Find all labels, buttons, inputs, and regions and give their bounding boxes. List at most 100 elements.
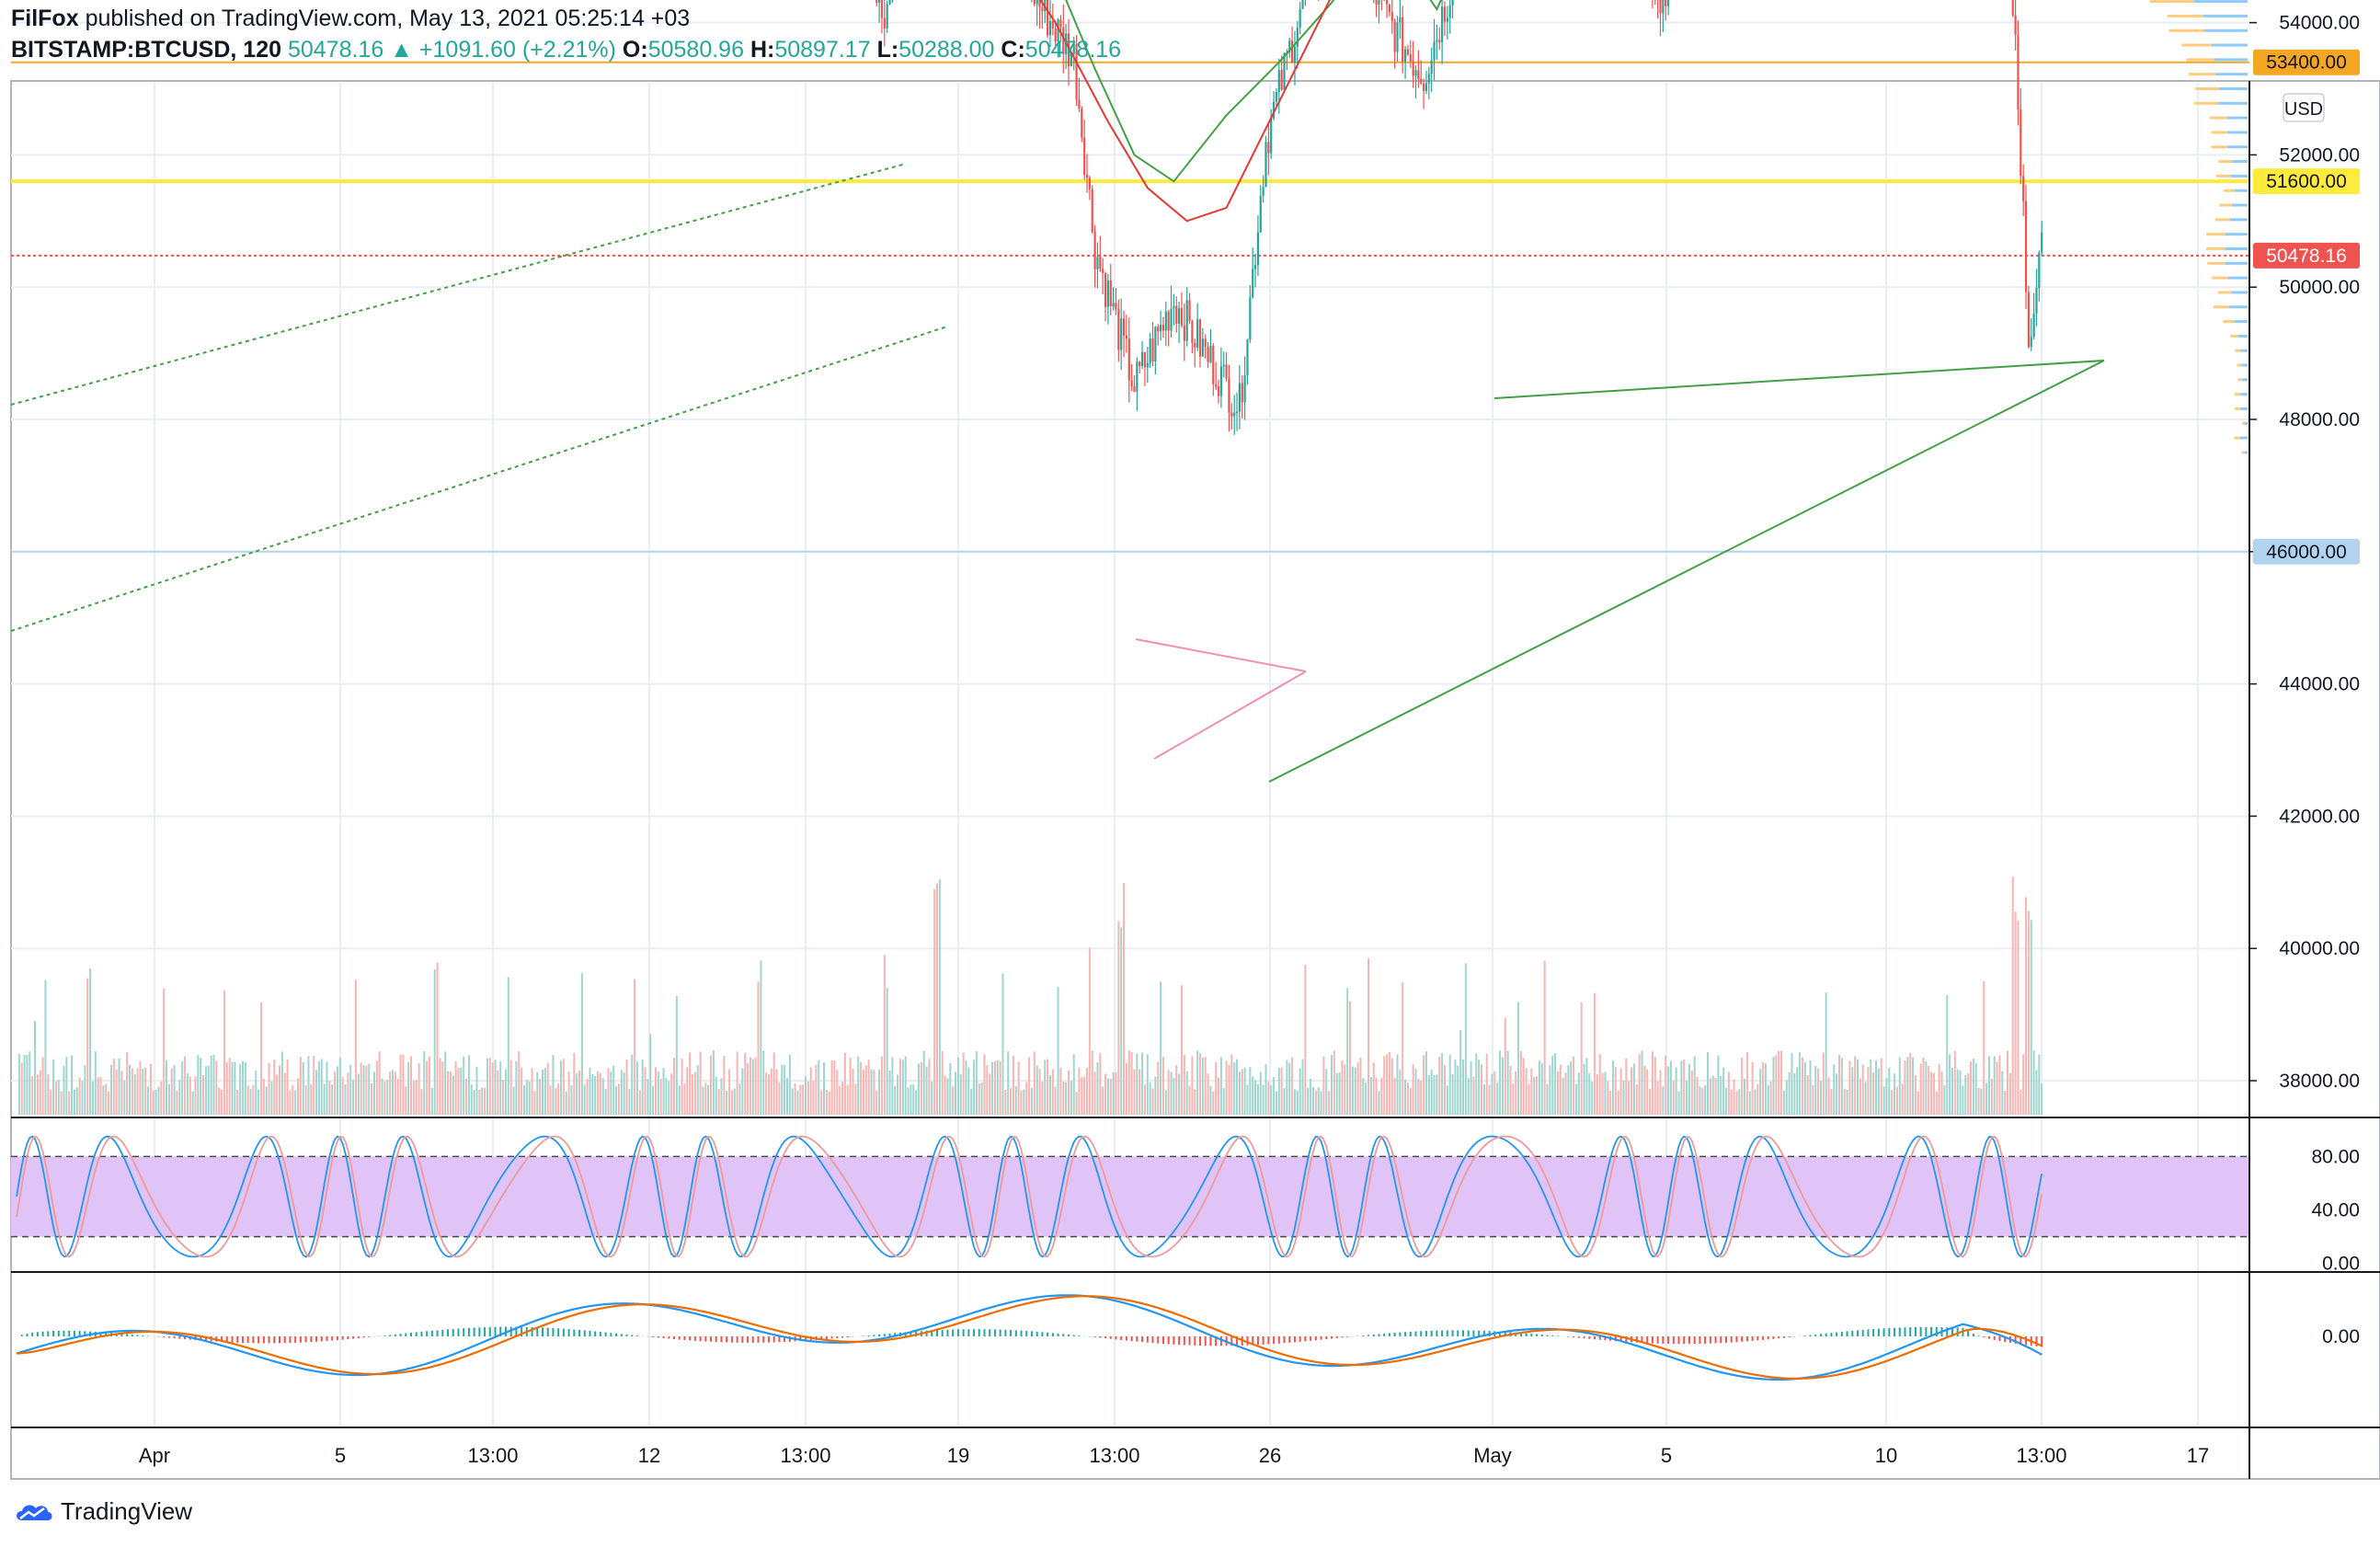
macd-hist-bar bbox=[1072, 1335, 1075, 1336]
channel-lower bbox=[10, 326, 948, 632]
level-53400-tag: 53400.00 bbox=[2266, 52, 2347, 74]
volume-bar bbox=[381, 1078, 383, 1115]
currency-badge[interactable]: USD bbox=[2284, 99, 2323, 120]
profile-bar-up bbox=[2230, 174, 2248, 178]
macd-hist-bar bbox=[747, 1336, 749, 1343]
volume-bar bbox=[1998, 1055, 2001, 1115]
volume-bar bbox=[1493, 1071, 1496, 1115]
macd-hist-bar bbox=[1331, 1336, 1333, 1339]
macd-hist-bar bbox=[1283, 1336, 1286, 1344]
stoch-tick-label: 80.00 bbox=[2311, 1146, 2360, 1167]
macd-hist-bar bbox=[989, 1329, 991, 1336]
volume-bar bbox=[1522, 1058, 1525, 1115]
macd-hist-bar bbox=[1409, 1331, 1412, 1336]
volume-bar bbox=[996, 1060, 999, 1115]
macd-hist-bar bbox=[778, 1336, 781, 1343]
macd-hist-bar bbox=[236, 1336, 239, 1343]
symbol-name[interactable]: BITSTAMP:BTCUSD, 120 bbox=[11, 37, 282, 63]
volume-bar bbox=[784, 1064, 786, 1115]
volume-bar bbox=[334, 1071, 337, 1115]
volume-bar bbox=[938, 879, 941, 1115]
volume-bar bbox=[1680, 1060, 1683, 1115]
macd-hist-bar bbox=[1462, 1330, 1464, 1336]
macd-hist-bar bbox=[1573, 1336, 1575, 1338]
volume-bar bbox=[1546, 1083, 1549, 1115]
volume-bar bbox=[57, 1080, 60, 1115]
volume-bar bbox=[181, 1061, 184, 1115]
author-name[interactable]: FilFox bbox=[11, 6, 79, 31]
candle-body bbox=[877, 0, 881, 3]
profile-bar-up bbox=[2240, 393, 2248, 396]
level-46000-tag-bg bbox=[2253, 538, 2360, 565]
volume-bar bbox=[555, 1088, 557, 1115]
volume-bar bbox=[307, 1056, 310, 1115]
volume-bar bbox=[1296, 1090, 1299, 1115]
macd-hist-bar bbox=[1293, 1336, 1296, 1343]
macd-hist-bar bbox=[1188, 1336, 1191, 1346]
volume-bar bbox=[978, 1083, 980, 1115]
tradingview-logo[interactable]: TradingView bbox=[13, 1497, 192, 1526]
candle-body bbox=[1085, 174, 1089, 178]
currency-badge-box[interactable] bbox=[2283, 93, 2325, 122]
macd-hist-bar bbox=[1204, 1336, 1207, 1346]
candle-body bbox=[1161, 325, 1165, 331]
volume-bar bbox=[20, 1062, 23, 1115]
volume-bar bbox=[1632, 1063, 1635, 1115]
volume-bar bbox=[1549, 1065, 1551, 1115]
candle-body bbox=[1173, 305, 1175, 309]
macd-hist-bar bbox=[836, 1336, 839, 1339]
volume-bar bbox=[1745, 1052, 1748, 1115]
macd-hist-bar bbox=[1256, 1336, 1259, 1346]
macd-hist-bar bbox=[1004, 1329, 1007, 1336]
volume-bar bbox=[1672, 1081, 1675, 1115]
volume-bar bbox=[1212, 1091, 1215, 1115]
y-tick-label: 54000.00 bbox=[2279, 13, 2360, 34]
volume-bar bbox=[1430, 1069, 1433, 1115]
volume-bar bbox=[1496, 1083, 1499, 1115]
volume-bar bbox=[478, 1089, 481, 1115]
volume-bar bbox=[509, 1060, 512, 1115]
profile-bar-down bbox=[2235, 349, 2241, 352]
candle-body bbox=[1396, 22, 1399, 52]
volume-bar bbox=[1782, 1090, 1785, 1115]
candle-body bbox=[1083, 137, 1086, 175]
volume-bar bbox=[1751, 1061, 1754, 1115]
macd-hist-bar bbox=[978, 1329, 980, 1336]
macd-hist-bar bbox=[2035, 1336, 2038, 1346]
volume-bar bbox=[1622, 1080, 1625, 1115]
volume-bar bbox=[1574, 1083, 1577, 1115]
volume-bar bbox=[928, 1059, 931, 1115]
y-tick-label: 40000.00 bbox=[2279, 938, 2360, 959]
volume-bar bbox=[1335, 1072, 1338, 1115]
macd-hist-bar bbox=[925, 1330, 928, 1336]
volume-bar bbox=[1635, 1084, 1638, 1115]
volume-bar bbox=[762, 1050, 765, 1115]
candle-body bbox=[1409, 54, 1412, 62]
volume-bar bbox=[115, 1069, 118, 1115]
volume-bar bbox=[1651, 1051, 1653, 1115]
macd-hist-bar bbox=[521, 1326, 523, 1336]
macd-hist-bar bbox=[1894, 1327, 1896, 1336]
volume-bar bbox=[1288, 1062, 1291, 1115]
macd-hist-bar bbox=[36, 1332, 39, 1336]
time-axis[interactable]: Apr 5 13:00 12 13:00 19 13:00 26 May 5 10 13:00 17 bbox=[139, 1444, 2209, 1467]
macd-hist-bar bbox=[1014, 1330, 1017, 1336]
volume-bar bbox=[646, 1079, 649, 1115]
volume-bar bbox=[204, 1066, 207, 1115]
volume-bar bbox=[486, 1058, 488, 1115]
macd-hist-bar bbox=[1478, 1330, 1481, 1336]
volume-bar bbox=[365, 1065, 368, 1115]
volume-bar bbox=[765, 1072, 768, 1115]
macd-hist-bar bbox=[1725, 1336, 1727, 1343]
level-51600-tag: 51600.00 bbox=[2266, 171, 2347, 192]
volume-bar bbox=[757, 981, 760, 1115]
candle-body bbox=[1201, 338, 1204, 357]
profile-bar-up bbox=[2225, 233, 2248, 236]
macd-hist-bar bbox=[1482, 1330, 1485, 1336]
volume-bar bbox=[383, 1081, 386, 1115]
macd-hist-bar bbox=[1840, 1331, 1843, 1336]
candle-body bbox=[1072, 43, 1075, 54]
macd-hist-bar bbox=[1372, 1334, 1375, 1336]
volume-bar bbox=[1949, 1054, 1951, 1115]
